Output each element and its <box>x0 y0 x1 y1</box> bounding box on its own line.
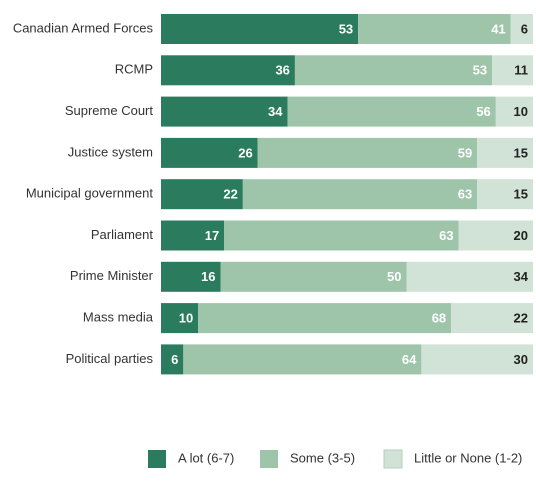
category-label: Canadian Armed Forces <box>13 20 154 35</box>
bar-segment <box>183 344 422 375</box>
bar-segment <box>161 55 295 86</box>
value-label: 53 <box>339 21 353 36</box>
bar-segment <box>406 261 533 292</box>
value-label: 56 <box>476 104 490 119</box>
legend-swatch <box>383 449 403 469</box>
value-label: 6 <box>521 21 528 36</box>
legend-label: Little or None (1-2) <box>414 450 522 465</box>
bar-segment <box>477 137 533 168</box>
value-label: 63 <box>458 187 472 202</box>
value-label: 20 <box>514 228 528 243</box>
legend-label: A lot (6-7) <box>178 450 234 465</box>
value-label: 6 <box>171 352 178 367</box>
bar-segment <box>161 261 221 292</box>
category-label: Justice system <box>68 144 153 159</box>
value-label: 41 <box>491 21 505 36</box>
value-label: 30 <box>514 352 528 367</box>
value-label: 22 <box>514 311 528 326</box>
bar-segment <box>477 179 533 210</box>
bar-segment <box>224 220 459 251</box>
value-label: 10 <box>179 311 193 326</box>
bar-segment <box>161 96 288 127</box>
value-label: 10 <box>514 104 528 119</box>
category-label: Prime Minister <box>70 268 154 283</box>
category-label: Parliament <box>91 227 154 242</box>
legend-swatch <box>260 450 278 468</box>
bar-segment <box>161 303 199 334</box>
bar-segment <box>358 14 511 44</box>
value-label: 36 <box>275 63 289 78</box>
bar-segment <box>220 261 407 292</box>
category-label: Supreme Court <box>65 103 154 118</box>
bar-segment <box>161 137 258 168</box>
bar-segment <box>257 137 478 168</box>
legend-label: Some (3-5) <box>290 450 355 465</box>
bar-segment <box>495 96 533 127</box>
value-label: 11 <box>514 63 528 78</box>
value-label: 15 <box>514 145 528 160</box>
bar-segment <box>510 14 533 44</box>
value-label: 22 <box>223 187 237 202</box>
legend-swatch <box>148 450 166 468</box>
bar-segment <box>458 220 533 251</box>
value-label: 16 <box>201 269 215 284</box>
category-label: Municipal government <box>26 186 154 201</box>
bar-segment <box>492 55 533 86</box>
bar-segment <box>161 220 225 251</box>
bar-segment <box>242 179 478 210</box>
value-label: 26 <box>238 145 252 160</box>
value-label: 64 <box>402 352 417 367</box>
bar-segment <box>161 179 243 210</box>
value-label: 59 <box>458 145 472 160</box>
category-label: Mass media <box>83 310 154 325</box>
value-label: 63 <box>439 228 453 243</box>
bar-segment <box>287 96 496 127</box>
bar-segment <box>198 303 452 334</box>
value-label: 50 <box>387 269 401 284</box>
value-label: 15 <box>514 187 528 202</box>
value-label: 68 <box>432 311 446 326</box>
bar-segment <box>451 303 533 334</box>
bar-segment <box>294 55 493 86</box>
bar-segment <box>421 344 533 375</box>
value-label: 34 <box>514 269 529 284</box>
bar-segment <box>161 14 359 44</box>
value-label: 17 <box>205 228 219 243</box>
category-label: RCMP <box>115 62 153 77</box>
value-label: 34 <box>268 104 283 119</box>
bar-segment <box>161 344 184 375</box>
value-label: 53 <box>473 63 487 78</box>
category-label: Political parties <box>66 351 154 366</box>
